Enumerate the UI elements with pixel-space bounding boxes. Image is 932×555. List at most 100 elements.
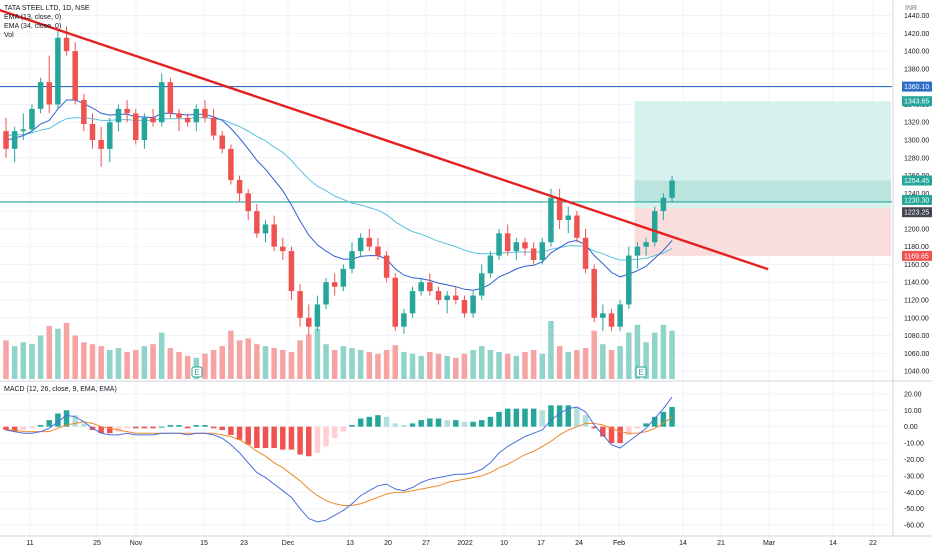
candle-body[interactable] bbox=[150, 117, 156, 123]
ema-slow-legend[interactable]: EMA (34, close, 0) bbox=[4, 23, 62, 30]
candle-body[interactable] bbox=[314, 304, 321, 327]
candle-body[interactable] bbox=[487, 255, 494, 274]
candle-body[interactable] bbox=[496, 233, 502, 256]
candle-body[interactable] bbox=[565, 215, 572, 220]
candle-body[interactable] bbox=[470, 295, 476, 314]
candle-body[interactable] bbox=[556, 197, 563, 220]
candle-body[interactable] bbox=[29, 108, 35, 130]
candle-body[interactable] bbox=[617, 304, 623, 327]
candle-body[interactable] bbox=[262, 224, 269, 234]
candle-body[interactable] bbox=[72, 51, 78, 100]
candle-body[interactable] bbox=[643, 242, 649, 247]
candle-body[interactable] bbox=[427, 282, 433, 292]
price-tag[interactable] bbox=[902, 81, 932, 92]
price-tag[interactable] bbox=[902, 96, 932, 107]
candle-body[interactable] bbox=[574, 215, 580, 238]
candle-body[interactable] bbox=[591, 268, 597, 318]
candle-body[interactable] bbox=[107, 122, 113, 149]
candle-body[interactable] bbox=[202, 108, 208, 118]
symbol-legend[interactable]: TATA STEEL LTD, 1D, NSE bbox=[4, 5, 90, 12]
candle-body[interactable] bbox=[600, 313, 606, 318]
candle-body[interactable] bbox=[141, 117, 148, 140]
candle-body[interactable] bbox=[254, 211, 260, 234]
volume-bar bbox=[29, 344, 35, 379]
price-tag[interactable] bbox=[902, 175, 932, 186]
volume-bar bbox=[288, 351, 295, 379]
candle-body[interactable] bbox=[280, 246, 286, 252]
candle-body[interactable] bbox=[652, 211, 658, 243]
candle-body[interactable] bbox=[37, 82, 44, 109]
candle-body[interactable] bbox=[582, 237, 589, 269]
candle-body[interactable] bbox=[453, 295, 459, 300]
candle-body[interactable] bbox=[375, 246, 381, 256]
candle-body[interactable] bbox=[331, 282, 338, 287]
earnings-marker[interactable] bbox=[635, 366, 647, 378]
volume-legend[interactable]: Vol bbox=[4, 32, 14, 39]
candle-body[interactable] bbox=[271, 224, 277, 247]
candle-body[interactable] bbox=[660, 197, 667, 212]
candle-body[interactable] bbox=[548, 197, 554, 243]
candle-body[interactable] bbox=[46, 82, 53, 105]
candle-body[interactable] bbox=[288, 251, 295, 292]
candle-body[interactable] bbox=[530, 248, 537, 260]
candle-body[interactable] bbox=[340, 268, 347, 287]
candle-body[interactable] bbox=[11, 131, 18, 149]
candle-body[interactable] bbox=[98, 140, 104, 149]
earnings-marker[interactable] bbox=[191, 366, 203, 378]
candle-body[interactable] bbox=[513, 242, 520, 252]
price-tag[interactable] bbox=[902, 250, 932, 261]
candle-body[interactable] bbox=[401, 313, 407, 327]
candle-body[interactable] bbox=[20, 129, 27, 132]
candle-body[interactable] bbox=[228, 148, 234, 180]
candle-body[interactable] bbox=[115, 108, 122, 123]
candle-body[interactable] bbox=[444, 295, 450, 300]
candle-body[interactable] bbox=[626, 255, 632, 305]
candle-body[interactable] bbox=[176, 113, 182, 118]
macd-histogram-bar bbox=[176, 425, 182, 427]
candle-body[interactable] bbox=[479, 273, 485, 296]
candle-body[interactable] bbox=[124, 108, 130, 114]
candle-body[interactable] bbox=[323, 282, 329, 305]
candle-body[interactable] bbox=[133, 113, 139, 140]
candle-body[interactable] bbox=[435, 291, 442, 300]
candle-body[interactable] bbox=[245, 193, 251, 212]
candle-body[interactable] bbox=[392, 277, 399, 327]
candle-body[interactable] bbox=[193, 108, 200, 123]
macd-legend[interactable]: MACD (12, 26, close, 9, EMA, EMA) bbox=[4, 386, 117, 393]
candle-body[interactable] bbox=[504, 233, 511, 252]
candle-body[interactable] bbox=[669, 180, 675, 198]
candle-body[interactable] bbox=[63, 37, 70, 52]
candle-body[interactable] bbox=[158, 82, 165, 123]
candle-body[interactable] bbox=[219, 135, 226, 149]
candle-body[interactable] bbox=[418, 282, 424, 292]
candle-body[interactable] bbox=[366, 237, 373, 247]
candle-body[interactable] bbox=[383, 255, 390, 278]
candle-body[interactable] bbox=[539, 242, 546, 260]
candle-body[interactable] bbox=[461, 300, 468, 314]
candle-body[interactable] bbox=[409, 291, 416, 314]
candle-body[interactable] bbox=[236, 180, 243, 194]
candle-body[interactable] bbox=[89, 124, 96, 140]
candle-body[interactable] bbox=[349, 251, 355, 269]
price-tag[interactable] bbox=[902, 207, 932, 218]
candle-body[interactable] bbox=[184, 117, 191, 123]
candle-body[interactable] bbox=[306, 317, 312, 327]
macd-histogram-bar bbox=[11, 426, 18, 432]
candle-body[interactable] bbox=[634, 246, 641, 256]
candle-body[interactable] bbox=[167, 82, 174, 114]
candle-body[interactable] bbox=[55, 37, 61, 105]
candle-body[interactable] bbox=[3, 131, 9, 149]
currency-label: INR bbox=[905, 5, 918, 12]
trendline[interactable] bbox=[0, 9, 769, 271]
candle-body[interactable] bbox=[210, 117, 217, 136]
candle-body[interactable] bbox=[297, 291, 303, 318]
candle-body[interactable] bbox=[608, 313, 615, 327]
candle-body[interactable] bbox=[522, 242, 528, 249]
candle-body[interactable] bbox=[81, 100, 87, 124]
stop-zone[interactable] bbox=[634, 208, 891, 256]
price-tag[interactable] bbox=[902, 194, 932, 205]
ema-fast-legend[interactable]: EMA (13, close, 0) bbox=[4, 14, 62, 21]
candle-body[interactable] bbox=[357, 237, 364, 252]
